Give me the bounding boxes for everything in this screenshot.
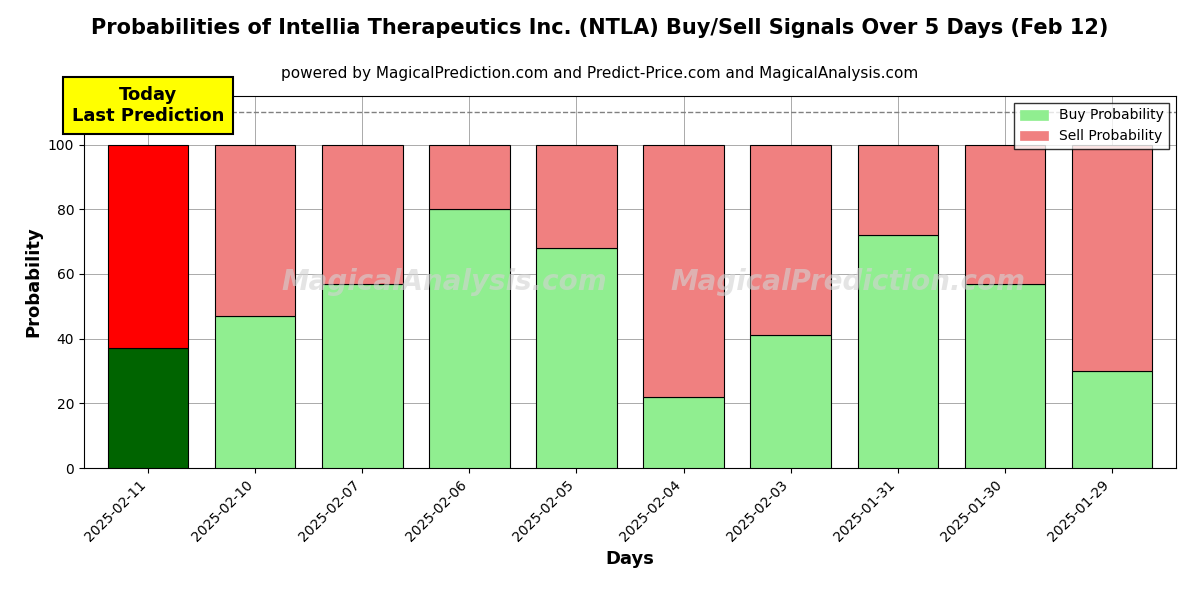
X-axis label: Days: Days (606, 550, 654, 568)
Bar (323, 145, 402, 284)
Legend: Buy Probability, Sell Probability: Buy Probability, Sell Probability (1014, 103, 1169, 149)
Bar (108, 349, 188, 468)
Text: Probabilities of Intellia Therapeutics Inc. (NTLA) Buy/Sell Signals Over 5 Days : Probabilities of Intellia Therapeutics I… (91, 18, 1109, 38)
Text: MagicalPrediction.com: MagicalPrediction.com (671, 268, 1026, 296)
Bar (215, 316, 295, 468)
Y-axis label: Probability: Probability (24, 227, 42, 337)
Bar (965, 145, 1045, 284)
Bar (750, 335, 830, 468)
Bar (430, 145, 510, 209)
Bar (643, 145, 724, 397)
Text: MagicalAnalysis.com: MagicalAnalysis.com (282, 268, 607, 296)
Bar (215, 145, 295, 316)
Bar (323, 284, 402, 468)
Bar (750, 145, 830, 335)
Bar (1072, 145, 1152, 371)
Bar (643, 397, 724, 468)
Bar (858, 235, 937, 468)
Bar (858, 145, 937, 235)
Text: Today
Last Prediction: Today Last Prediction (72, 86, 224, 125)
Bar (430, 209, 510, 468)
Bar (108, 145, 188, 349)
Bar (965, 284, 1045, 468)
Bar (1072, 371, 1152, 468)
Bar (536, 145, 617, 248)
Text: powered by MagicalPrediction.com and Predict-Price.com and MagicalAnalysis.com: powered by MagicalPrediction.com and Pre… (281, 66, 919, 81)
Bar (536, 248, 617, 468)
